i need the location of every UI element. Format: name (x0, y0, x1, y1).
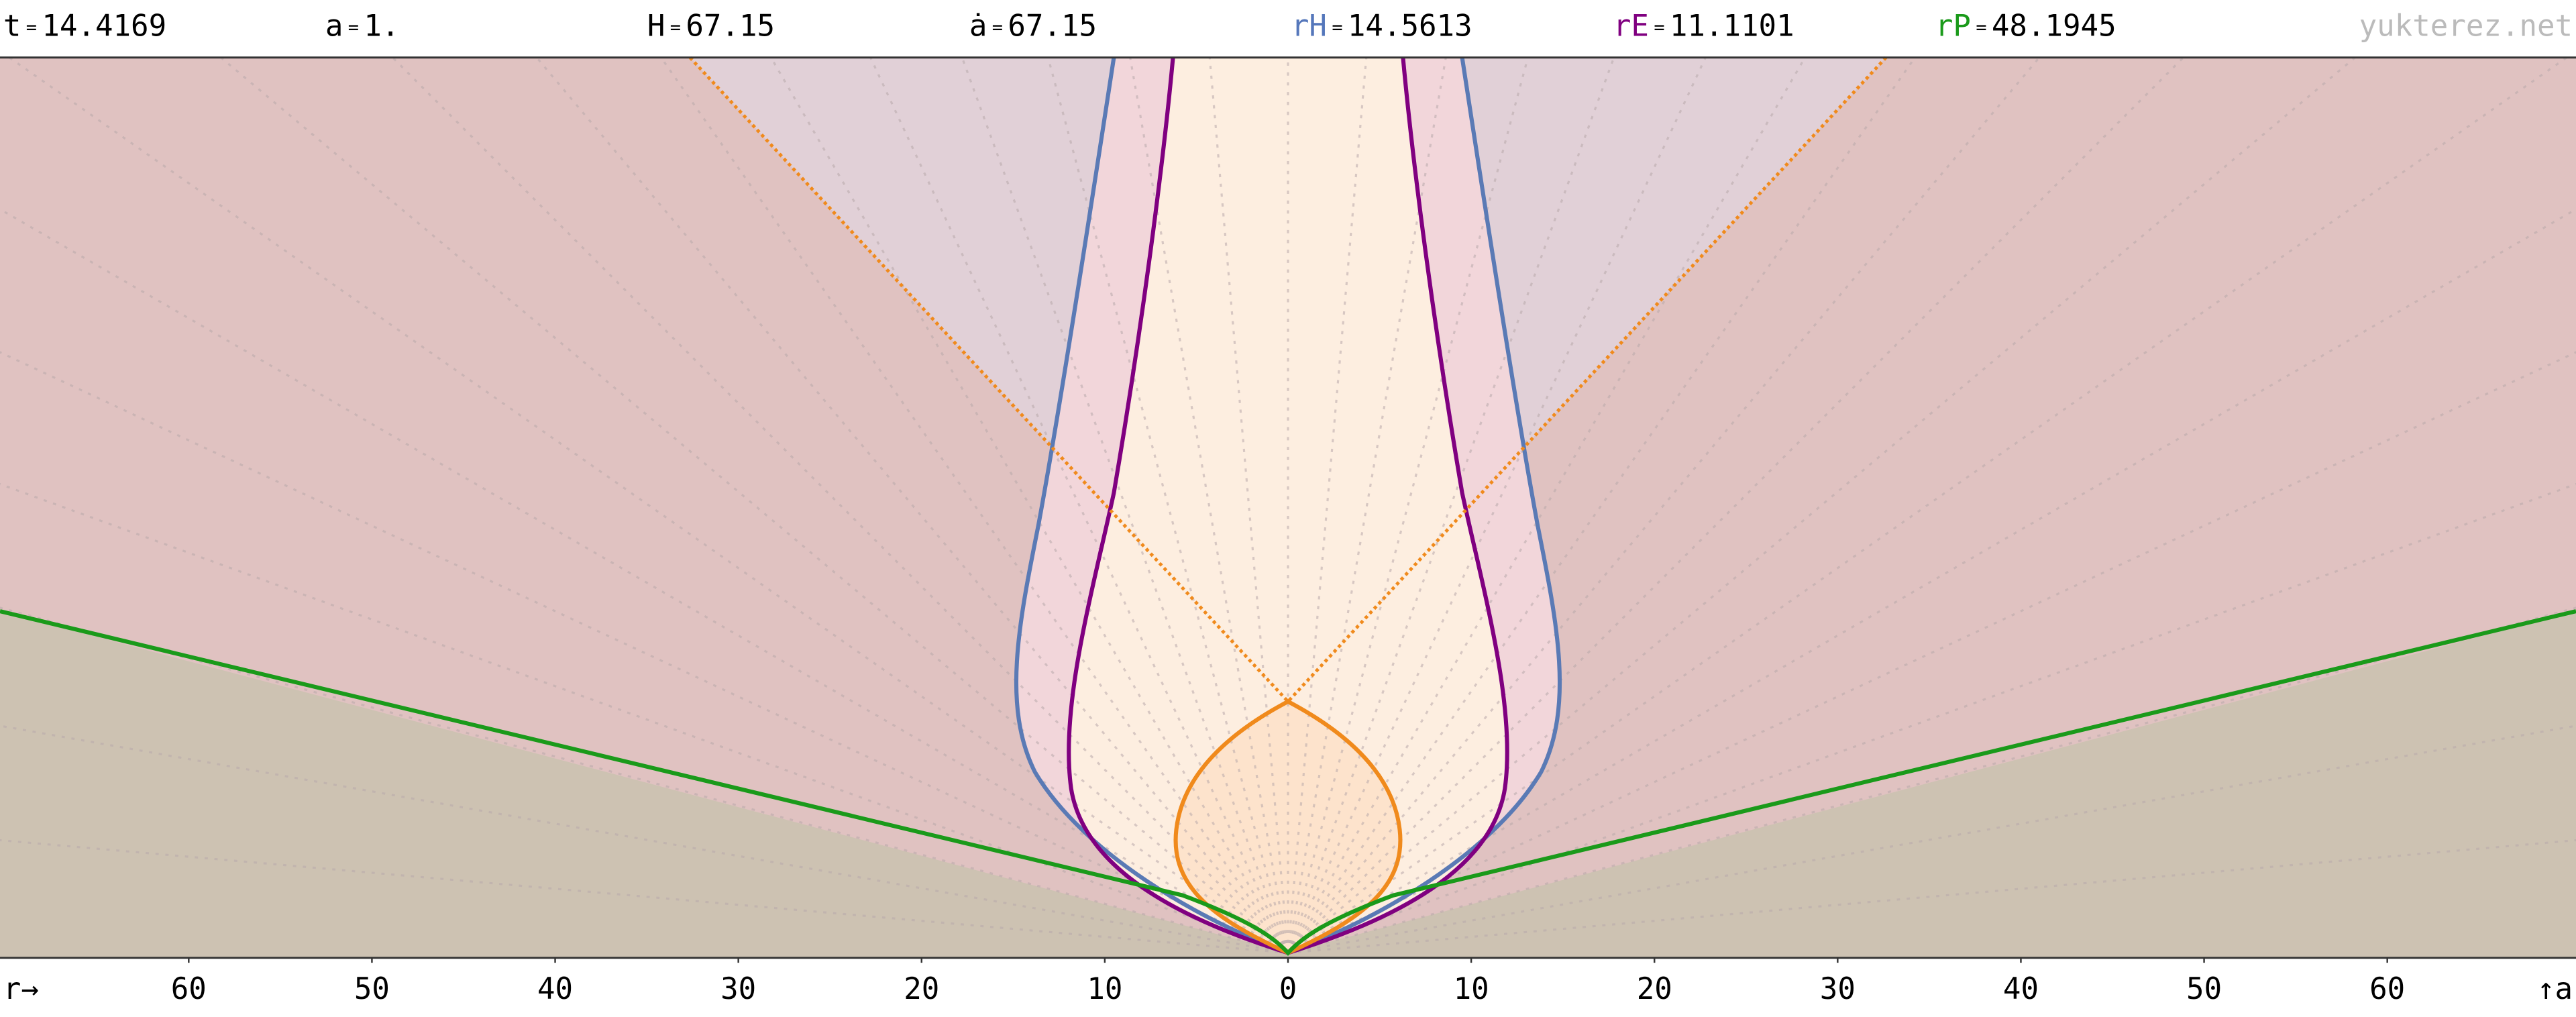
particle-horizon-region (0, 611, 2576, 958)
header-value: 67.15 (686, 9, 775, 44)
curves (0, 56, 2576, 957)
header-item: t = 14.4169 (3, 9, 166, 44)
header-item: H = 67.15 (647, 9, 775, 44)
header-sep: = (1976, 17, 1986, 38)
header-label: t (3, 9, 21, 44)
header-value: 67.15 (1008, 9, 1097, 44)
y-axis-label: ↑a (2537, 972, 2573, 1006)
x-tick-label: 50 (2186, 972, 2222, 1006)
event-region (1069, 57, 1507, 953)
x-tick-label: 10 (1087, 972, 1122, 1006)
x-tick-label: 10 (1454, 972, 1489, 1006)
x-tick-label: 50 (354, 972, 390, 1006)
past-light-cone (1173, 699, 1403, 955)
header-item: rE = 11.1101 (1613, 9, 1794, 44)
header-label: H (647, 9, 665, 44)
particle-horizon-curve (0, 609, 2576, 957)
header-item: rP = 48.1945 (1935, 9, 2116, 44)
header-label: rH (1291, 9, 1327, 44)
header-sep: = (26, 17, 37, 38)
x-tick-label: 30 (720, 972, 756, 1006)
x-tick-label: 40 (2003, 972, 2039, 1006)
x-tick-label: 60 (2369, 972, 2405, 1006)
header-sep: = (992, 17, 1003, 38)
header-item: ȧ = 67.15 (969, 9, 1097, 44)
header-label: rP (1935, 9, 1971, 44)
hubble-curve (1014, 57, 1562, 955)
header-value: 11.1101 (1670, 9, 1794, 44)
header-sep: = (1654, 17, 1664, 38)
header-value: 48.1945 (1992, 9, 2116, 44)
x-tick-label: 40 (537, 972, 573, 1006)
header-label: ȧ (969, 9, 987, 44)
x-tick-label: 0 (1279, 972, 1297, 1006)
watermark: yukterez.net (2359, 9, 2573, 44)
x-tick-label: 60 (171, 972, 207, 1006)
x-tick-label: 20 (904, 972, 939, 1006)
past-cone-region (1175, 701, 1401, 953)
header-label: a (325, 9, 343, 44)
header-sep: = (1332, 17, 1342, 38)
header-sep: = (670, 17, 681, 38)
x-tick-label: 30 (1820, 972, 1856, 1006)
header-item: a = 1. (325, 9, 400, 44)
header-value: 14.5613 (1348, 9, 1472, 44)
header-value: 1. (364, 9, 399, 44)
header-value: 14.4169 (42, 9, 166, 44)
header-sep: = (348, 17, 359, 38)
x-axis-label: r→ (3, 972, 39, 1006)
header-label: rE (1613, 9, 1649, 44)
header-item: rH = 14.5613 (1291, 9, 1472, 44)
x-tick-label: 20 (1637, 972, 1672, 1006)
